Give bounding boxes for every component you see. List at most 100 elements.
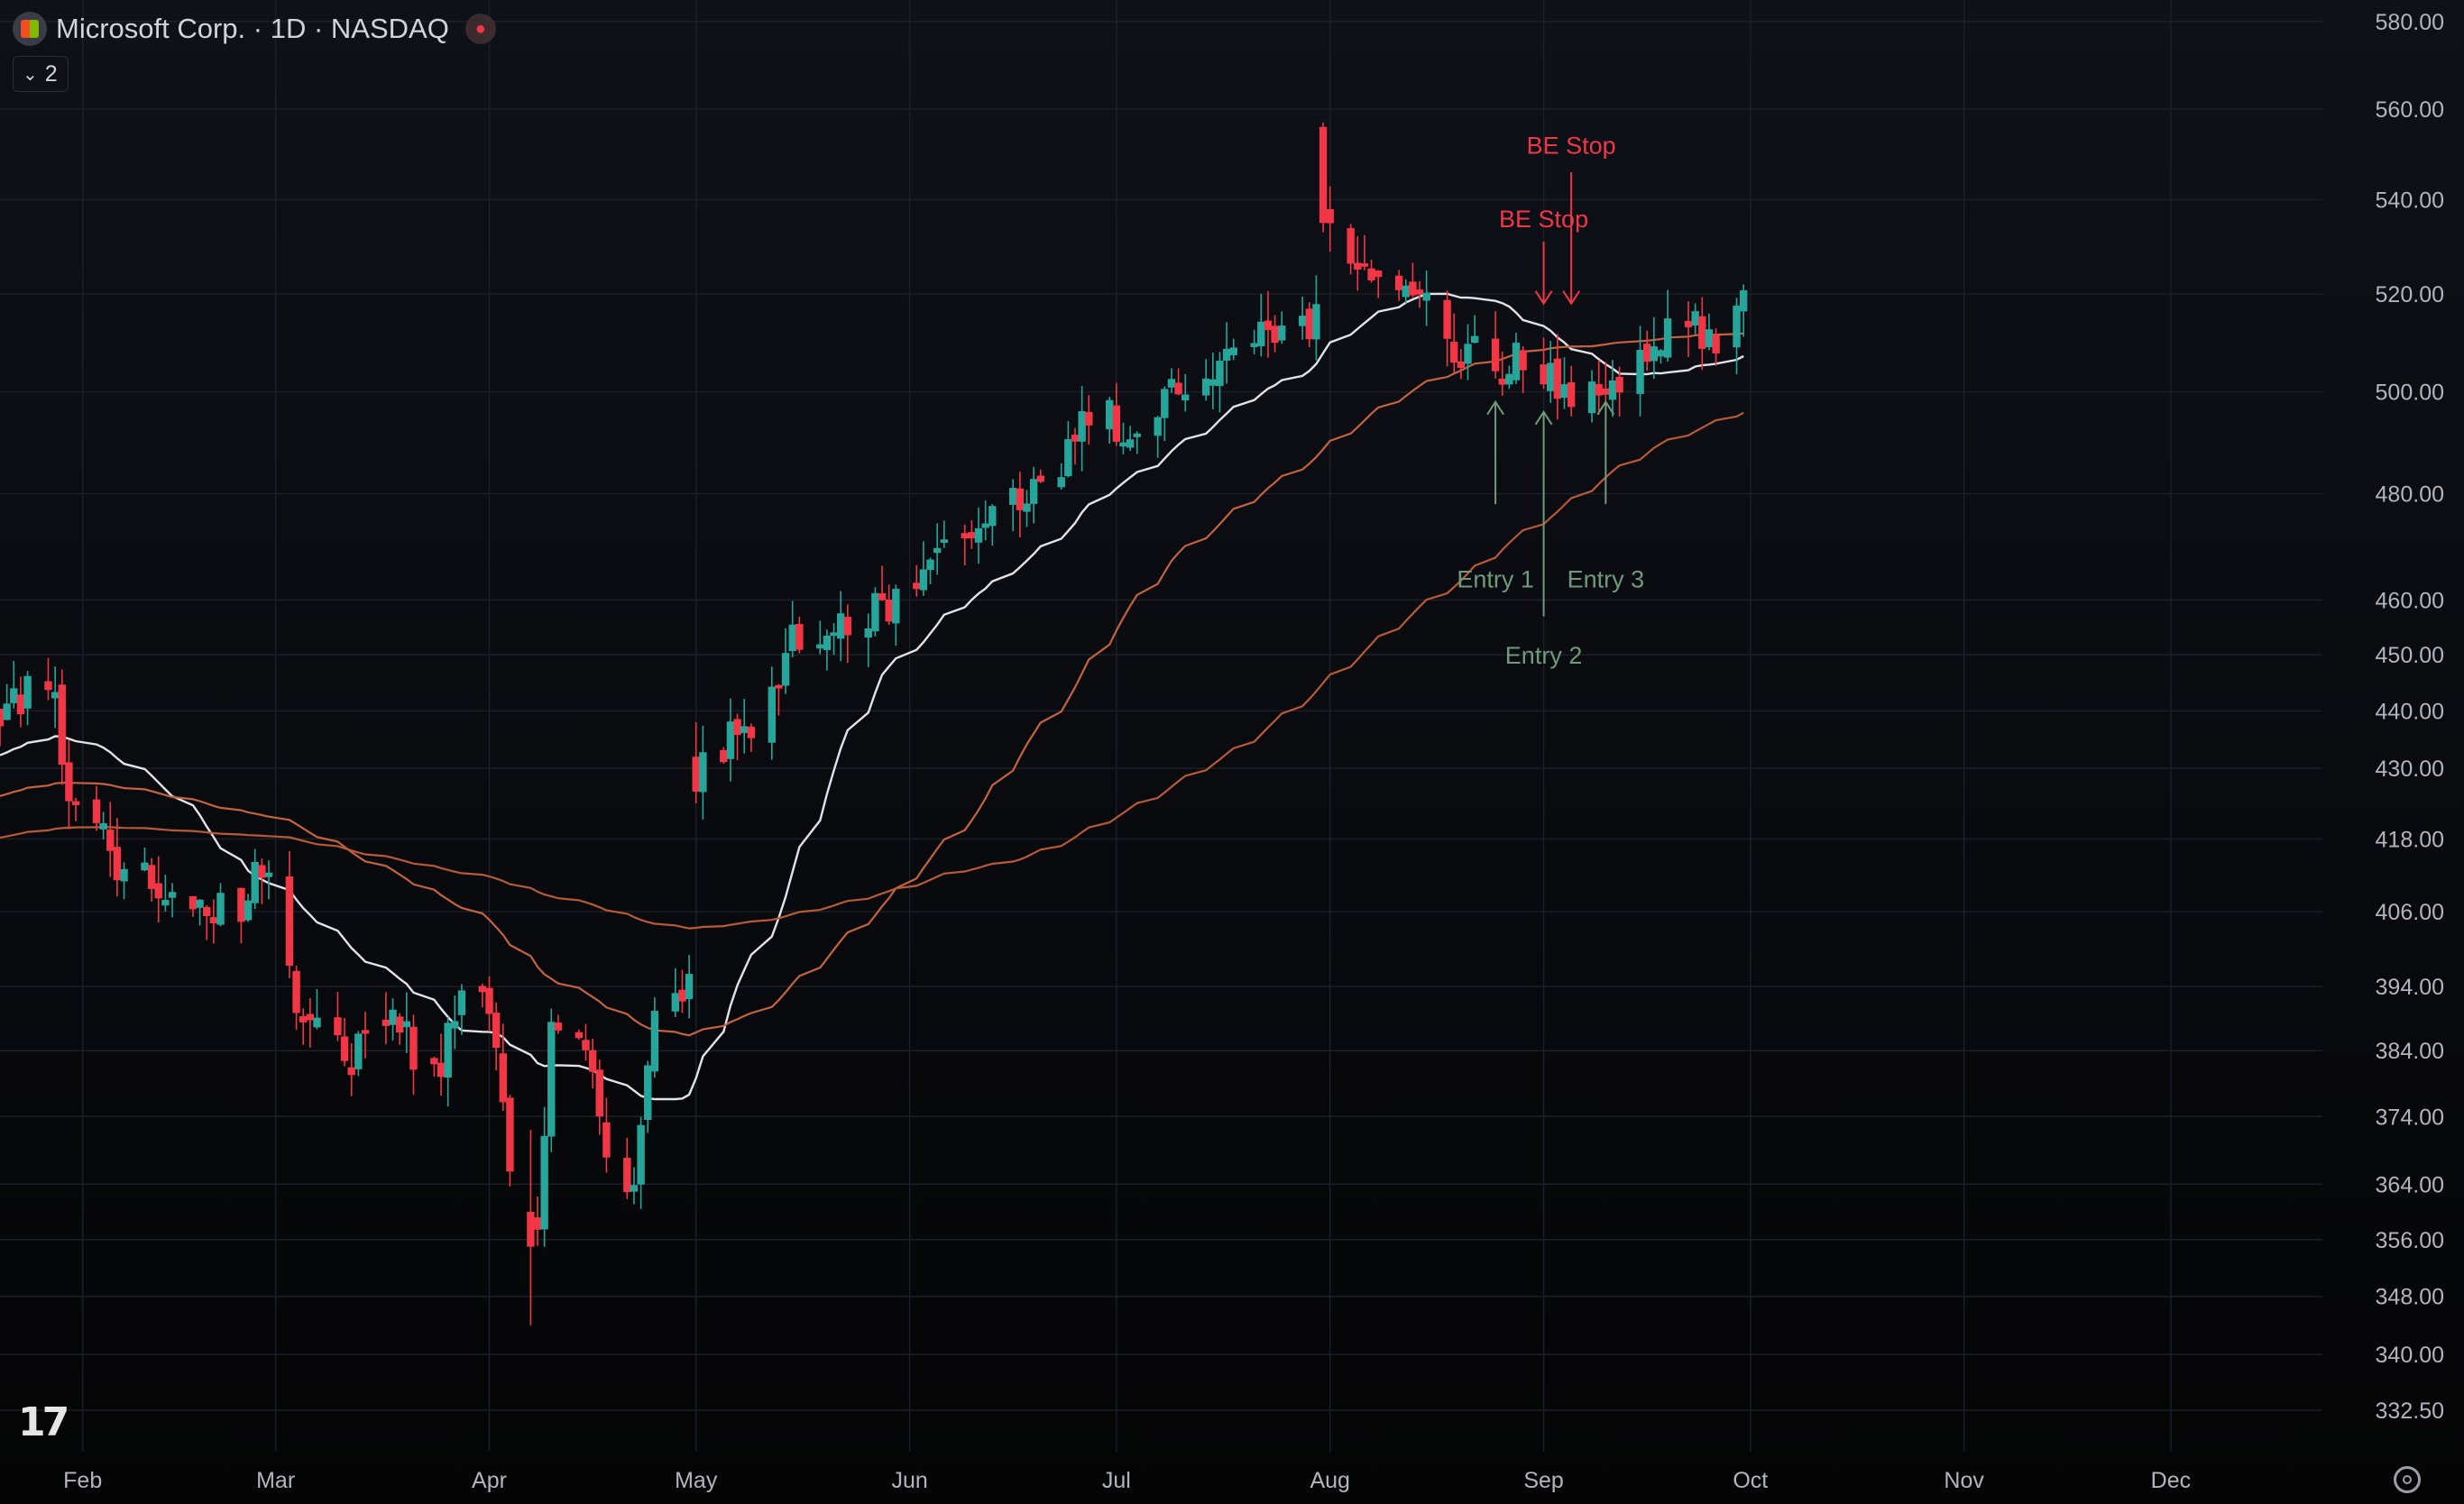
candle: [1216, 352, 1224, 413]
candle: [885, 584, 893, 626]
candle-body: [678, 989, 686, 1002]
candle-body: [485, 987, 493, 1014]
candle-body: [1739, 289, 1748, 312]
candle: [10, 661, 18, 709]
symbol-title[interactable]: Microsoft Corp. · 1D · NASDAQ: [56, 13, 449, 44]
candle-body: [264, 872, 273, 877]
candle: [775, 683, 783, 716]
indicators-collapse-button[interactable]: ⌄ 2: [13, 56, 69, 92]
candle: [389, 998, 397, 1041]
annotation-be-stop[interactable]: BE Stop: [1499, 206, 1588, 306]
symbol-header: Microsoft Corp. · 1D · NASDAQ ●: [13, 11, 496, 47]
candle: [961, 524, 969, 565]
candle: [354, 1031, 363, 1077]
annotation-entry-2[interactable]: Entry 2: [1505, 409, 1583, 669]
candle: [1608, 360, 1617, 417]
candle-body: [1567, 381, 1576, 408]
candle-body: [961, 533, 969, 539]
candle: [409, 1014, 418, 1096]
y-tick-label: 520.00: [2376, 282, 2444, 307]
candle-body: [1222, 348, 1231, 361]
candle-body: [285, 876, 294, 966]
candle: [1636, 326, 1644, 417]
candle: [1464, 324, 1472, 381]
y-tick-label: 406.00: [2376, 900, 2444, 925]
candle: [1705, 313, 1714, 351]
candle-body: [1036, 475, 1044, 482]
candle: [292, 966, 300, 1031]
candle-body: [1663, 318, 1672, 358]
candle: [1105, 397, 1114, 445]
annotation-label: Entry 1: [1457, 565, 1534, 592]
candle-body: [478, 986, 487, 993]
candle: [71, 797, 80, 821]
candle-body: [795, 623, 804, 650]
candle-body: [113, 847, 122, 881]
candle: [285, 850, 294, 978]
candle: [1174, 368, 1182, 396]
candle: [823, 629, 832, 671]
candle-body: [58, 684, 66, 766]
candle-body: [444, 1023, 452, 1078]
candle-body: [1201, 378, 1210, 396]
candle: [499, 1023, 507, 1111]
candle-body: [1016, 488, 1025, 510]
x-tick-label: Feb: [63, 1468, 102, 1493]
candle: [1691, 303, 1699, 335]
candle: [1085, 395, 1093, 445]
candle-body: [685, 974, 694, 1000]
tradingview-logo-icon[interactable]: 17: [18, 1399, 69, 1445]
candle: [671, 968, 680, 1017]
candle-body: [1470, 335, 1479, 344]
candle-body: [788, 624, 796, 652]
candle-body: [768, 686, 776, 743]
candle: [1222, 322, 1231, 384]
candle: [0, 708, 5, 747]
candle-body: [575, 1032, 584, 1039]
candle-body: [1374, 271, 1383, 278]
candle: [1071, 427, 1080, 465]
candle: [1278, 311, 1286, 344]
candle: [554, 1014, 563, 1034]
candle-body: [1354, 262, 1362, 270]
candle: [582, 1023, 590, 1061]
candle-body: [1112, 405, 1121, 442]
candle: [402, 992, 411, 1054]
candle-body: [347, 1067, 355, 1076]
bear-icon[interactable]: ●: [464, 14, 496, 44]
price-axis[interactable]: 580.00 560.00 540.00 520.00 500.00 480.00 460.…: [2376, 10, 2444, 1424]
annotation-label: Entry 2: [1505, 642, 1583, 669]
candle: [437, 1033, 446, 1096]
annotation-arrow-head: [1534, 290, 1553, 306]
candle-body: [430, 1058, 438, 1065]
annotation-be-stop[interactable]: BE Stop: [1527, 133, 1616, 306]
candle-body: [92, 799, 101, 823]
candle: [264, 860, 273, 900]
candle-body: [106, 830, 115, 851]
candle-body: [1064, 439, 1072, 477]
annotation-entry-3[interactable]: Entry 3: [1568, 399, 1645, 593]
candle-body: [933, 547, 942, 554]
candle: [1512, 333, 1521, 384]
candle-body: [492, 1013, 501, 1049]
annotation-entry-1[interactable]: Entry 1: [1457, 399, 1534, 593]
candle-body: [1602, 388, 1610, 395]
candle-body: [1595, 383, 1603, 396]
candle-body: [402, 1021, 411, 1028]
candle-body: [203, 906, 211, 916]
candle: [864, 613, 872, 667]
sma-50-line: [0, 332, 1744, 1037]
candle-body: [120, 868, 128, 882]
candle-body: [1733, 305, 1741, 348]
candle: [1470, 315, 1479, 344]
candle-body: [1587, 381, 1596, 414]
candle-body: [1078, 410, 1086, 442]
candle: [1154, 416, 1162, 458]
gear-icon[interactable]: [2394, 1466, 2421, 1493]
x-tick-label: Nov: [1944, 1468, 1984, 1493]
annotations: BE Stop BE Stop Entry 1 Entry 2 Entry 3: [1457, 133, 1644, 669]
candle: [974, 507, 983, 564]
time-axis[interactable]: Feb Mar Apr May Jun Jul Aug Sep Oct Nov Dec: [63, 1468, 2191, 1493]
candle: [451, 995, 459, 1050]
